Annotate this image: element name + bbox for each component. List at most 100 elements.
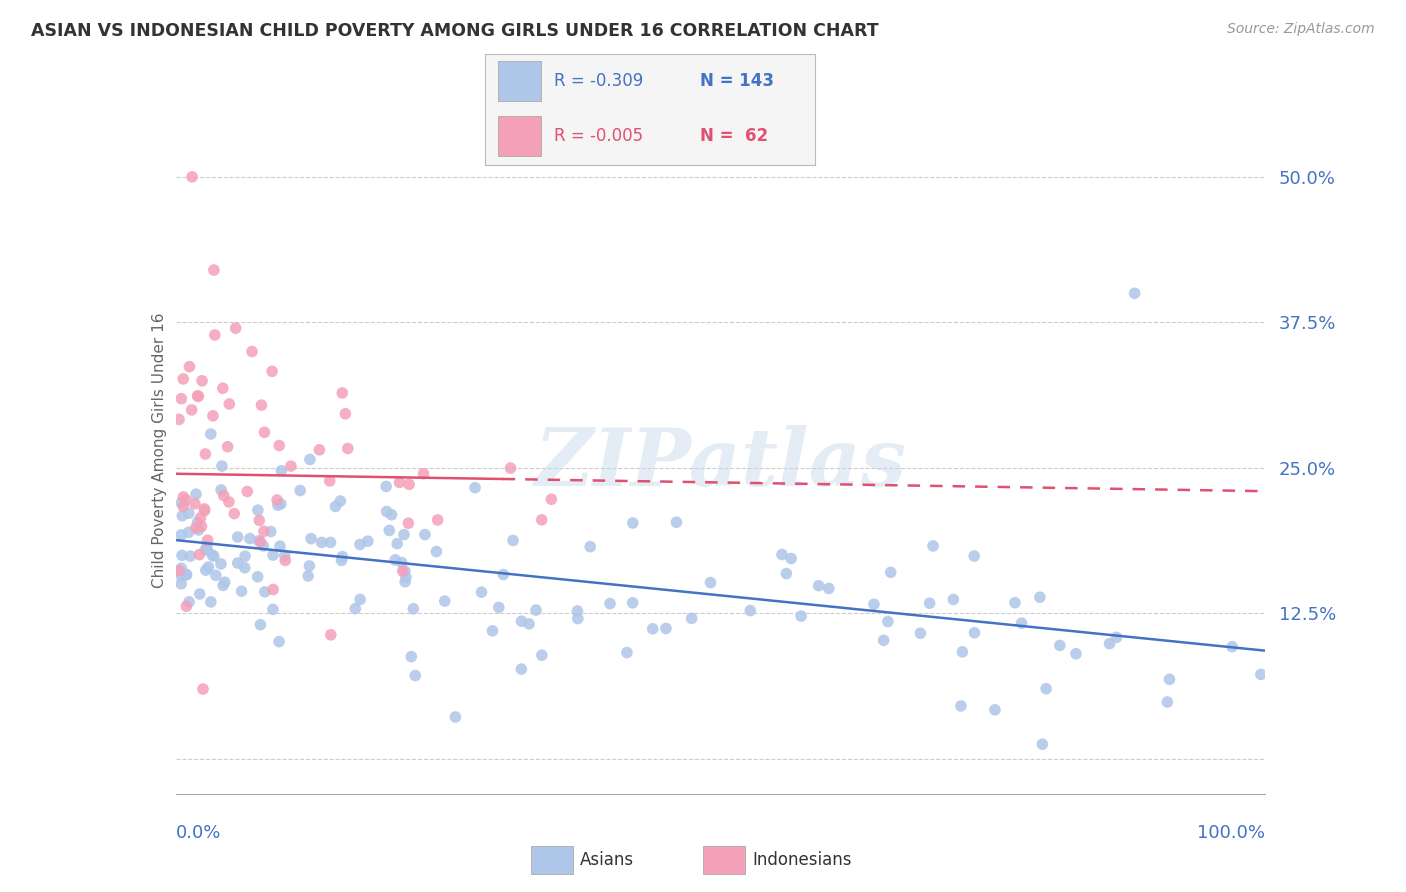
- Point: [270, 497, 292, 511]
- Point: [299, 532, 322, 546]
- Point: [167, 564, 190, 578]
- Point: [170, 528, 193, 542]
- Point: [413, 527, 436, 541]
- Point: [274, 553, 297, 567]
- Text: 100.0%: 100.0%: [1198, 824, 1265, 842]
- Point: [231, 584, 253, 599]
- Point: [260, 524, 283, 539]
- Text: Source: ZipAtlas.com: Source: ZipAtlas.com: [1227, 22, 1375, 37]
- Point: [172, 490, 194, 504]
- Point: [170, 576, 193, 591]
- Point: [191, 682, 214, 697]
- Point: [530, 648, 553, 663]
- Point: [226, 530, 249, 544]
- Point: [384, 553, 406, 567]
- Point: [188, 548, 211, 562]
- Point: [202, 263, 225, 277]
- Point: [246, 503, 269, 517]
- Point: [1049, 639, 1071, 653]
- Point: [540, 492, 562, 507]
- Point: [172, 508, 194, 523]
- Point: [252, 539, 274, 553]
- Point: [177, 525, 200, 540]
- Point: [402, 601, 425, 615]
- Point: [665, 515, 688, 529]
- Point: [218, 397, 240, 411]
- Point: [1064, 647, 1087, 661]
- Point: [298, 452, 321, 467]
- Text: ASIAN VS INDONESIAN CHILD POVERTY AMONG GIRLS UNDER 16 CORRELATION CHART: ASIAN VS INDONESIAN CHILD POVERTY AMONG …: [31, 22, 879, 40]
- Point: [1098, 637, 1121, 651]
- Point: [876, 615, 898, 629]
- Point: [233, 560, 256, 574]
- Point: [211, 458, 233, 473]
- Point: [807, 579, 830, 593]
- Point: [212, 489, 235, 503]
- Point: [239, 532, 262, 546]
- Point: [1123, 286, 1146, 301]
- Point: [311, 535, 333, 549]
- Point: [211, 381, 233, 395]
- Point: [193, 502, 215, 516]
- Point: [444, 710, 467, 724]
- Text: N = 143: N = 143: [700, 72, 773, 90]
- Point: [194, 447, 217, 461]
- Point: [567, 604, 589, 618]
- Point: [426, 513, 449, 527]
- Point: [174, 492, 197, 507]
- Point: [499, 461, 522, 475]
- Point: [329, 494, 352, 508]
- Point: [269, 438, 291, 452]
- Point: [262, 364, 284, 378]
- Point: [681, 611, 703, 625]
- Point: [335, 407, 357, 421]
- Point: [325, 500, 347, 514]
- Point: [492, 567, 515, 582]
- Point: [481, 624, 503, 638]
- Point: [567, 611, 589, 625]
- Point: [267, 498, 290, 512]
- Point: [818, 582, 841, 596]
- Point: [349, 537, 371, 551]
- Point: [201, 548, 224, 562]
- Point: [250, 398, 273, 412]
- Point: [963, 549, 986, 563]
- Point: [740, 603, 762, 617]
- Point: [775, 566, 797, 581]
- Point: [391, 564, 413, 578]
- Point: [464, 481, 486, 495]
- Point: [910, 626, 932, 640]
- Point: [949, 698, 972, 713]
- Text: R = -0.309: R = -0.309: [554, 72, 644, 90]
- Point: [188, 587, 211, 601]
- Point: [1035, 681, 1057, 696]
- Point: [269, 539, 291, 553]
- Point: [1031, 737, 1053, 751]
- Text: Asians: Asians: [581, 851, 634, 869]
- Point: [308, 442, 330, 457]
- Point: [1004, 596, 1026, 610]
- Point: [240, 344, 263, 359]
- Point: [253, 524, 276, 539]
- Point: [246, 570, 269, 584]
- Point: [404, 668, 426, 682]
- Point: [187, 523, 209, 537]
- Point: [225, 321, 247, 335]
- Point: [510, 614, 533, 628]
- Text: N =  62: N = 62: [700, 127, 768, 145]
- Point: [1011, 616, 1033, 631]
- Point: [280, 459, 302, 474]
- Point: [1159, 673, 1181, 687]
- Point: [872, 633, 894, 648]
- Point: [950, 645, 973, 659]
- Text: Indonesians: Indonesians: [752, 851, 852, 869]
- Point: [401, 649, 423, 664]
- Point: [202, 549, 225, 563]
- Point: [262, 582, 284, 597]
- Point: [194, 563, 217, 577]
- Point: [336, 442, 359, 456]
- Bar: [498, 116, 541, 156]
- Point: [190, 511, 212, 525]
- Point: [197, 533, 219, 548]
- Point: [942, 592, 965, 607]
